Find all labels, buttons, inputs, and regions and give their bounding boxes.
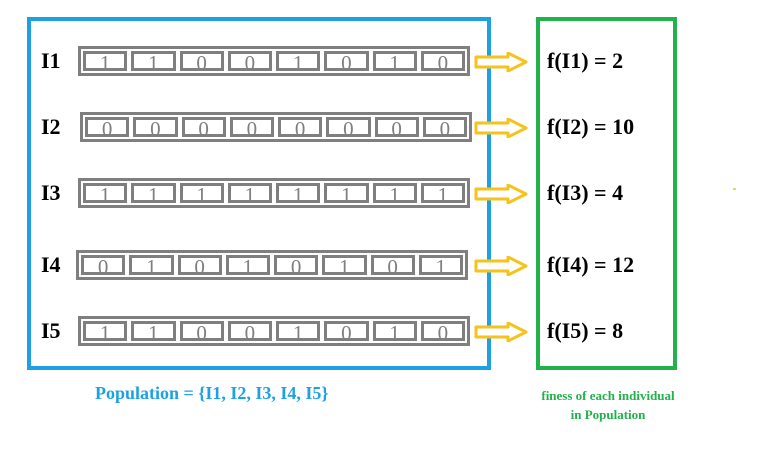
individual-row: I5 1 1 0 0 1 0 1 0 f(I5) = 8 [0, 316, 760, 352]
individual-label: I3 [41, 180, 61, 205]
gene-cell: 0 [227, 321, 272, 344]
gene-cell: 0 [420, 321, 465, 344]
gene-cell: 0 [422, 117, 467, 140]
gene-cell: 0 [370, 255, 415, 278]
gene-cell: 1 [372, 321, 417, 344]
gene-cell: 0 [229, 117, 274, 140]
individual-label: I5 [41, 318, 61, 343]
gene-cell: 1 [276, 51, 321, 74]
gene-cell: 1 [83, 51, 128, 74]
gene-cell: 0 [81, 255, 126, 278]
gene-cell: 0 [324, 321, 369, 344]
fitness-value: f(I3) = 4 [547, 180, 624, 205]
gene-cell: 0 [227, 51, 272, 74]
population-caption: Population = {I1, I2, I3, I4, I5} [95, 383, 329, 403]
gene-cell: 0 [420, 51, 465, 74]
gene-cell: 0 [278, 117, 323, 140]
chromosome: 1 1 1 1 1 1 1 1 [78, 178, 470, 208]
individual-label: I1 [41, 48, 61, 73]
individual-row: I4 0 1 0 1 0 1 0 1 f(I4) = 12 [0, 250, 760, 286]
arrow-right-icon [474, 118, 528, 138]
arrow-right-icon [474, 52, 528, 72]
fitness-value: f(I2) = 10 [547, 114, 635, 139]
gene-cell: 1 [131, 321, 176, 344]
individual-row: I3 1 1 1 1 1 1 1 1 f(I3) = 4 [0, 178, 760, 214]
gene-cell: 1 [372, 183, 417, 206]
chromosome: 1 1 0 0 1 0 1 0 [78, 46, 470, 76]
gene-cell: 1 [322, 255, 367, 278]
gene-cell: 1 [227, 183, 272, 206]
fitness-value: f(I4) = 12 [547, 252, 635, 277]
arrow-right-icon [474, 184, 528, 204]
gene-cell: 1 [131, 183, 176, 206]
gene-cell: 1 [276, 321, 321, 344]
gene-cell: 0 [374, 117, 419, 140]
gene-cell: 1 [276, 183, 321, 206]
gene-cell: 1 [129, 255, 174, 278]
gene-cell: 0 [274, 255, 319, 278]
gene-cell: 1 [83, 321, 128, 344]
gene-cell: 0 [133, 117, 178, 140]
individual-row: I1 1 1 0 0 1 0 1 0 f(I1) = 2 [0, 46, 760, 82]
speck [733, 188, 736, 190]
gene-cell: 1 [420, 183, 465, 206]
gene-cell: 1 [418, 255, 463, 278]
gene-cell: 0 [85, 117, 130, 140]
gene-cell: 0 [324, 51, 369, 74]
individual-label: I4 [41, 252, 61, 277]
fitness-caption-line: in Population [570, 407, 646, 422]
arrow-right-icon [474, 256, 528, 276]
chromosome: 0 1 0 1 0 1 0 1 [76, 250, 468, 280]
individual-label: I2 [41, 114, 61, 139]
gene-cell: 1 [372, 51, 417, 74]
gene-cell: 1 [83, 183, 128, 206]
chromosome: 0 0 0 0 0 0 0 0 [80, 112, 472, 142]
gene-cell: 1 [225, 255, 270, 278]
chromosome: 1 1 0 0 1 0 1 0 [78, 316, 470, 346]
fitness-value: f(I1) = 2 [547, 48, 624, 73]
individual-row: I2 0 0 0 0 0 0 0 0 f(I2) = 10 [0, 112, 760, 148]
gene-cell: 0 [177, 255, 222, 278]
gene-cell: 0 [181, 117, 226, 140]
gene-cell: 0 [179, 51, 224, 74]
fitness-box [536, 17, 677, 370]
fitness-value: f(I5) = 8 [547, 318, 624, 343]
gene-cell: 1 [324, 183, 369, 206]
gene-cell: 1 [131, 51, 176, 74]
gene-cell: 0 [326, 117, 371, 140]
arrow-right-icon [474, 322, 528, 342]
gene-cell: 1 [179, 183, 224, 206]
fitness-caption: finess of each individual in Population [520, 386, 696, 424]
gene-cell: 0 [179, 321, 224, 344]
fitness-caption-line: finess of each individual [541, 388, 675, 403]
